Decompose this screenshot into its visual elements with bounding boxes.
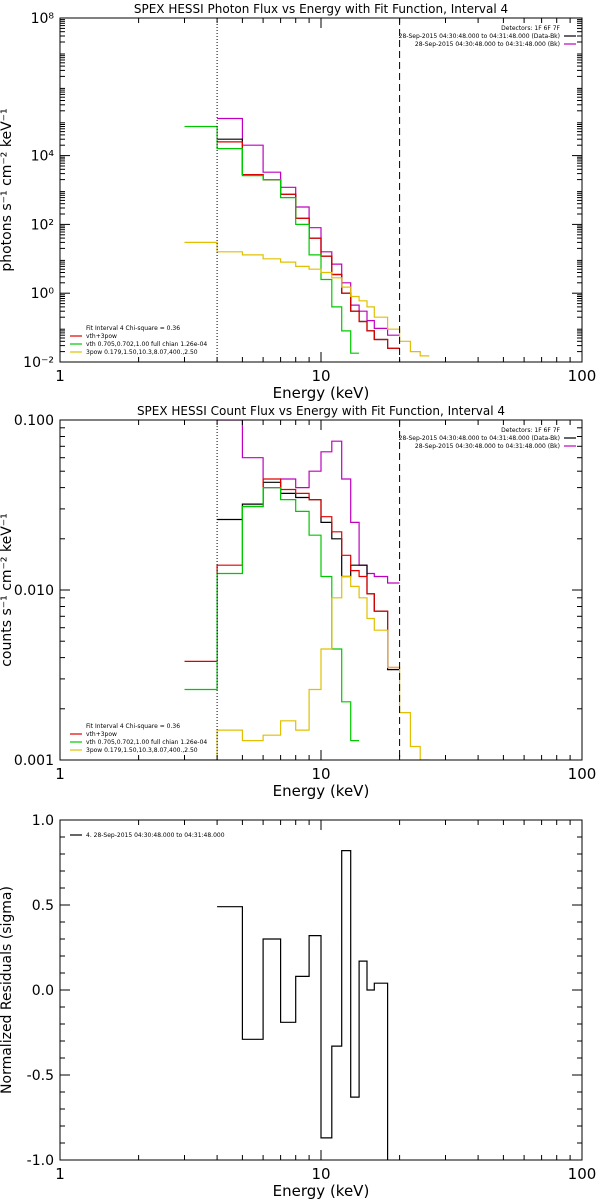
chart-panel-2: SPEX HESSI Count Flux vs Energy with Fit… xyxy=(0,404,596,800)
legend-bottom: Fit Interval 4 Chi-square = 0.36vth+3pow… xyxy=(70,325,207,356)
series-group xyxy=(184,420,430,760)
x-tick-label: 100 xyxy=(568,765,597,783)
legend-text: 28-Sep-2015 04:30:48.000 to 04:31:48.000… xyxy=(399,435,560,442)
y-tick-label: -0.5 xyxy=(27,1068,54,1084)
series-line-4 xyxy=(184,487,360,742)
y-tick-label: 0.001 xyxy=(14,753,54,769)
y-tick-label: 10⁴ xyxy=(31,149,55,165)
chart-panel-3: 1 10 100 -1.0 -0.5 0.0 0.5 1.0 Energy (keV) Norma… xyxy=(0,813,596,1200)
x-tick-label: 10 xyxy=(311,1165,330,1183)
series-line-4 xyxy=(184,125,360,354)
series-line-2 xyxy=(217,138,400,349)
y-tick-label: 10⁻² xyxy=(23,355,54,371)
legend-text: Detectors: 1F 6F 7F xyxy=(501,25,560,32)
y-tick-label: 0.5 xyxy=(32,898,54,914)
series-group xyxy=(217,850,389,1160)
legend-text: vth+3pow xyxy=(86,731,117,738)
x-axis-label: Energy (keV) xyxy=(273,1182,370,1200)
chart-panel-1: SPEX HESSI Photon Flux vs Energy with Fi… xyxy=(0,2,596,402)
series-line-5 xyxy=(184,575,430,760)
chart-title: SPEX HESSI Count Flux vs Energy with Fit… xyxy=(137,404,505,418)
series-line-5 xyxy=(184,241,430,357)
legend-text: vth 0.705,0.702,1.00 full chian 1.26e-04 xyxy=(86,739,207,746)
x-tick-label: 1 xyxy=(55,1165,65,1183)
x-tick-label: 100 xyxy=(568,367,597,385)
legend-text: 4. 28-Sep-2015 04:30:48.000 to 04:31:48.… xyxy=(86,832,225,839)
x-tick-label: 10 xyxy=(311,367,330,385)
legend-top: 4. 28-Sep-2015 04:30:48.000 to 04:31:48.… xyxy=(70,832,225,839)
legend-bottom: Fit Interval 4 Chi-square = 0.36vth+3pow… xyxy=(70,723,207,754)
legend-text: vth+3pow xyxy=(86,333,117,340)
x-axis-label: Energy (keV) xyxy=(273,782,370,800)
series-line-1 xyxy=(217,117,400,336)
legend-text: vth 0.705,0.702,1.00 full chian 1.26e-04 xyxy=(86,341,207,348)
y-tick-label: 10⁰ xyxy=(31,286,55,302)
y-tick-label: 0.0 xyxy=(32,983,54,999)
y-axis-label: Normalized Residuals (sigma) xyxy=(0,886,15,1094)
chart-title: SPEX HESSI Photon Flux vs Energy with Fi… xyxy=(134,2,508,16)
y-tick-label: 0.100 xyxy=(14,413,54,429)
series-group xyxy=(184,117,430,357)
legend-text: 28-Sep-2015 04:30:48.000 to 04:31:48.000… xyxy=(415,41,560,48)
y-tick-label: 10⁸ xyxy=(31,11,55,27)
legend-text: 28-Sep-2015 04:30:48.000 to 04:31:48.000… xyxy=(415,443,560,450)
x-axis-label: Energy (keV) xyxy=(273,384,370,402)
series-line-1 xyxy=(217,850,389,1160)
y-tick-label: 0.010 xyxy=(14,583,54,599)
x-tick-label: 10 xyxy=(311,765,330,783)
legend-text: Fit Interval 4 Chi-square = 0.36 xyxy=(86,723,180,730)
legend-text: Detectors: 1F 6F 7F xyxy=(501,427,560,434)
series-line-1 xyxy=(217,420,400,584)
x-tick-label: 100 xyxy=(568,1165,597,1183)
series-line-3 xyxy=(217,141,400,349)
x-tick-label: 1 xyxy=(55,765,65,783)
y-tick-label: 1.0 xyxy=(32,813,54,829)
y-axis-label: photons s⁻¹ cm⁻² keV⁻¹ xyxy=(0,108,15,271)
legend-text: 3pow 0.179,1.50,10.3,8.07,400.,2.50 xyxy=(86,349,198,356)
y-tick-label: -1.0 xyxy=(27,1153,54,1169)
y-tick-label: 10² xyxy=(31,217,54,233)
legend-text: 3pow 0.179,1.50,10.3,8.07,400.,2.50 xyxy=(86,747,198,754)
legend-text: 28-Sep-2015 04:30:48.000 to 04:31:48.000… xyxy=(399,33,560,40)
x-tick-label: 1 xyxy=(55,367,65,385)
legend-text: Fit Interval 4 Chi-square = 0.36 xyxy=(86,325,180,332)
plot-frame xyxy=(59,17,583,363)
y-axis-label: counts s⁻¹ cm⁻² keV⁻¹ xyxy=(0,513,15,667)
series-line-2 xyxy=(217,481,400,671)
